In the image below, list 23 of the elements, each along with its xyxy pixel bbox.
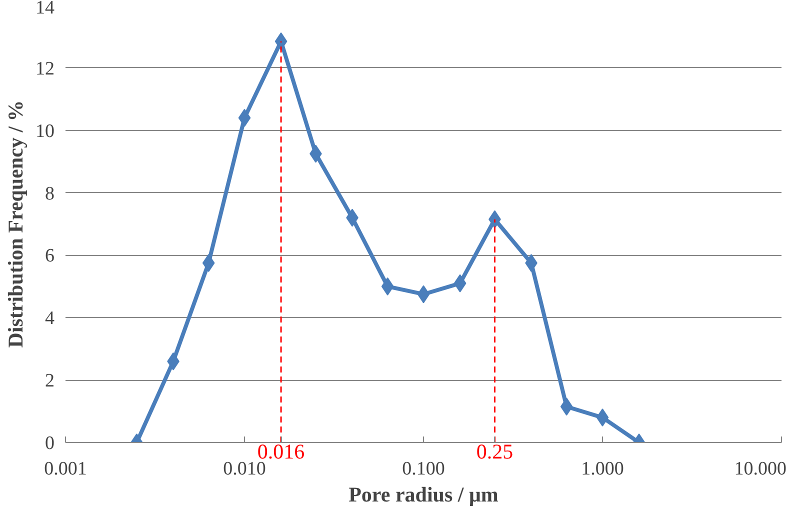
- ref-line-label: 0.25: [476, 440, 514, 464]
- y-tick-label: 6: [45, 246, 54, 267]
- point: [454, 274, 466, 292]
- y-tick-label: 12: [36, 58, 54, 80]
- y-axis-title: Distribution Frequency / %: [4, 100, 28, 348]
- x-tick-label: 0.001: [44, 458, 87, 480]
- x-tick-label: 1.000: [581, 458, 624, 480]
- point: [274, 32, 288, 50]
- y-tick-label: 2: [45, 370, 54, 392]
- point: [560, 398, 573, 416]
- point: [202, 254, 215, 272]
- point: [596, 408, 609, 427]
- point: [417, 285, 430, 304]
- point: [238, 108, 251, 127]
- y-tick-label: 10: [36, 120, 54, 142]
- y-tick-label: 14: [36, 0, 55, 18]
- point: [381, 277, 394, 296]
- y-tick-label: 8: [45, 183, 54, 204]
- x-axis-title: Pore radius / μm: [348, 482, 499, 506]
- y-tick-label: 4: [45, 308, 55, 330]
- x-tick-label: 10.000: [734, 458, 786, 480]
- x-tick-label: 0.100: [402, 458, 445, 480]
- y-tick-label: 0: [45, 433, 54, 454]
